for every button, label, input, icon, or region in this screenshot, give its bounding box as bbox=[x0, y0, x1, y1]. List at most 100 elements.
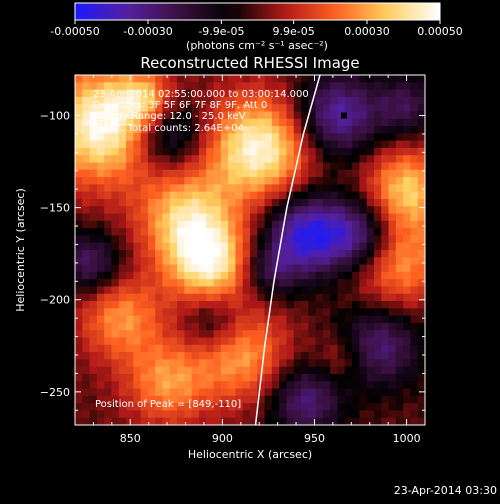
heatmap-cell bbox=[403, 410, 411, 419]
heatmap-cell bbox=[308, 366, 317, 375]
heatmap-cell bbox=[410, 381, 419, 389]
heatmap-cell bbox=[82, 388, 90, 397]
heatmap-cell bbox=[301, 198, 309, 207]
heatmap-cell bbox=[220, 213, 229, 222]
heatmap-cell bbox=[403, 82, 411, 90]
heatmap-cell bbox=[104, 271, 112, 280]
heatmap-cell bbox=[82, 293, 90, 302]
heatmap-cell bbox=[403, 315, 411, 324]
heatmap-cell bbox=[388, 89, 397, 98]
heatmap-cell bbox=[191, 242, 200, 251]
heatmap-cell bbox=[308, 417, 317, 426]
heatmap-cell bbox=[162, 162, 171, 171]
heatmap-cell bbox=[242, 162, 251, 171]
heatmap-cell bbox=[330, 250, 338, 258]
heatmap-cell bbox=[75, 118, 83, 127]
heatmap-cell bbox=[308, 344, 317, 353]
heatmap-cell bbox=[250, 169, 258, 178]
heatmap-cell bbox=[118, 286, 127, 295]
heatmap-cell bbox=[388, 140, 397, 149]
heatmap-cell bbox=[344, 220, 353, 229]
heatmap-cell bbox=[75, 250, 83, 258]
heatmap-cell bbox=[104, 169, 112, 178]
heatmap-cell bbox=[75, 89, 83, 98]
heatmap-cell bbox=[126, 315, 134, 324]
heatmap-cell bbox=[177, 359, 185, 368]
heatmap-cell bbox=[213, 417, 222, 426]
heatmap-cell bbox=[264, 373, 273, 382]
heatmap-cell bbox=[242, 177, 251, 185]
heatmap-cell bbox=[301, 344, 309, 353]
heatmap-cell bbox=[301, 82, 309, 90]
heatmap-cell bbox=[381, 206, 389, 214]
heatmap-cell bbox=[162, 235, 171, 244]
heatmap-cell bbox=[118, 82, 127, 90]
heatmap-cell bbox=[352, 213, 360, 222]
heatmap-cell bbox=[388, 169, 397, 178]
heatmap-cell bbox=[322, 198, 331, 207]
heatmap-cell bbox=[308, 381, 317, 389]
heatmap-cell bbox=[228, 184, 236, 193]
heatmap-cell bbox=[381, 169, 389, 178]
heatmap-cell bbox=[184, 75, 193, 83]
heatmap-cell bbox=[198, 315, 207, 324]
heatmap-cell bbox=[322, 96, 331, 105]
heatmap-cell bbox=[322, 410, 331, 419]
heatmap-cell bbox=[228, 366, 236, 375]
heatmap-cell bbox=[330, 410, 338, 419]
heatmap-cell bbox=[75, 184, 83, 193]
heatmap-cell bbox=[155, 271, 163, 280]
heatmap-cell bbox=[344, 293, 353, 302]
heatmap-cell bbox=[359, 403, 368, 411]
heatmap-cell bbox=[308, 359, 317, 368]
heatmap-cell bbox=[264, 140, 273, 149]
heatmap-cell bbox=[118, 126, 127, 134]
heatmap-cell bbox=[366, 242, 375, 251]
heatmap-cell bbox=[96, 118, 105, 127]
heatmap-cell bbox=[155, 82, 163, 90]
heatmap-cell bbox=[228, 322, 236, 331]
heatmap-cell bbox=[191, 162, 200, 171]
heatmap-cell bbox=[75, 388, 83, 397]
heatmap-cell bbox=[118, 279, 127, 287]
heatmap-cell bbox=[82, 257, 90, 265]
heatmap-cell bbox=[169, 330, 178, 338]
heatmap-cell bbox=[257, 293, 265, 302]
heatmap-cell bbox=[220, 228, 229, 236]
heatmap-cell bbox=[89, 308, 98, 317]
heatmap-cell bbox=[286, 366, 295, 375]
heatmap-cell bbox=[206, 417, 214, 426]
heatmap-cell bbox=[228, 388, 236, 397]
heatmap-cell bbox=[264, 366, 273, 375]
heatmap-cell bbox=[286, 286, 295, 295]
heatmap-cell bbox=[308, 279, 317, 287]
heatmap-cell bbox=[82, 279, 90, 287]
heatmap-cell bbox=[220, 162, 229, 171]
heatmap-cell bbox=[118, 366, 127, 375]
heatmap-cell bbox=[220, 184, 229, 193]
heatmap-cell bbox=[395, 184, 404, 193]
heatmap-cell bbox=[315, 169, 324, 178]
heatmap-cell bbox=[315, 220, 324, 229]
heatmap-cell bbox=[104, 133, 112, 142]
heatmap-cell bbox=[147, 228, 156, 236]
heatmap-cell bbox=[337, 366, 346, 375]
heatmap-cell bbox=[191, 315, 200, 324]
heatmap-cell bbox=[147, 257, 156, 265]
heatmap-cell bbox=[279, 177, 287, 185]
heatmap-cell bbox=[89, 206, 98, 214]
heatmap-cell bbox=[82, 111, 90, 120]
heatmap-cell bbox=[381, 293, 389, 302]
heatmap-cell bbox=[359, 111, 368, 120]
heatmap-cell bbox=[242, 417, 251, 426]
heatmap-cell bbox=[410, 264, 419, 273]
heatmap-cell bbox=[169, 264, 178, 273]
heatmap-cell bbox=[410, 366, 419, 375]
heatmap-cell bbox=[257, 104, 265, 112]
heatmap-cell bbox=[308, 286, 317, 295]
heatmap-cell bbox=[315, 257, 324, 265]
heatmap-cell bbox=[126, 162, 134, 171]
heatmap-cell bbox=[352, 75, 360, 83]
heatmap-cell bbox=[359, 337, 368, 346]
heatmap-cell bbox=[315, 344, 324, 353]
